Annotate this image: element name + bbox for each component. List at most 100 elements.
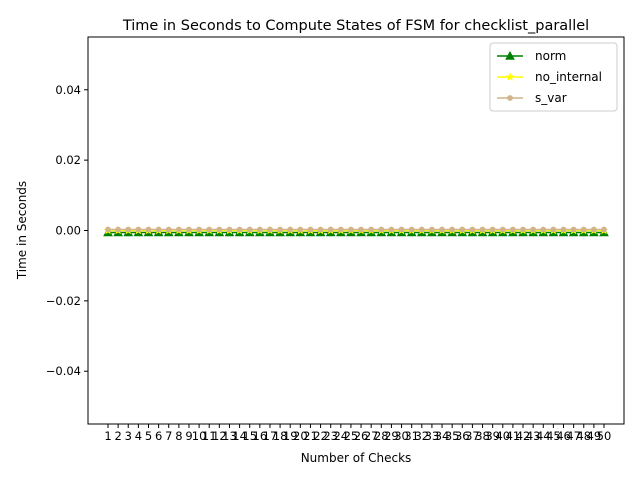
x-tick-label: 19 (283, 429, 298, 443)
x-tick-label: 35 (445, 429, 460, 443)
x-tick-label: 30 (394, 429, 409, 443)
x-tick-label: 8 (175, 429, 182, 443)
x-axis-label: Number of Checks (301, 451, 412, 465)
x-tick-label: 43 (526, 429, 541, 443)
data-point-s_var (499, 226, 506, 233)
data-point-s_var (216, 226, 223, 233)
x-tick-label: 6 (155, 429, 162, 443)
x-tick-label: 10 (192, 429, 207, 443)
data-point-s_var (429, 226, 435, 233)
x-tick-label: 45 (546, 429, 561, 443)
data-point-s_var (155, 226, 162, 233)
data-point-s_var (307, 226, 314, 233)
x-tick-label: 32 (414, 429, 429, 443)
data-point-s_var (601, 226, 607, 233)
data-point-s_var (459, 226, 466, 233)
x-tick-label: 33 (425, 429, 440, 443)
data-point-s_var (267, 226, 273, 233)
x-tick-label: 31 (404, 429, 419, 443)
data-point-s_var (337, 226, 344, 233)
data-point-s_var (206, 226, 213, 233)
x-tick-label: 20 (293, 429, 308, 443)
x-tick-label: 34 (435, 429, 450, 443)
x-tick-label: 50 (597, 429, 612, 443)
x-tick-label: 15 (242, 429, 257, 443)
data-point-s_var (570, 226, 577, 233)
x-tick-label: 41 (506, 429, 521, 443)
x-tick-label: 18 (273, 429, 288, 443)
data-point-s_var (418, 226, 425, 233)
x-tick-label: 17 (263, 429, 278, 443)
x-tick-label: 29 (384, 429, 399, 443)
legend-swatch-marker (505, 72, 515, 81)
x-tick-label: 47 (566, 429, 581, 443)
data-point-s_var (287, 226, 294, 233)
y-axis-label: Time in Seconds (15, 181, 29, 280)
data-point-s_var (297, 226, 304, 233)
x-tick-label: 11 (202, 429, 217, 443)
x-tick-label: 16 (253, 429, 268, 443)
x-tick-label: 25 (344, 429, 359, 443)
data-point-s_var (540, 226, 547, 233)
x-tick-label: 7 (165, 429, 172, 443)
x-tick-label: 14 (232, 429, 247, 443)
data-point-s_var (246, 226, 253, 233)
x-tick-label: 13 (222, 429, 237, 443)
x-tick-label: 21 (303, 429, 318, 443)
legend-swatch-marker (505, 50, 515, 60)
x-tick-label: 22 (313, 429, 328, 443)
data-point-s_var (175, 226, 182, 233)
x-tick-label: 39 (485, 429, 500, 443)
x-tick-label: 3 (125, 429, 132, 443)
x-tick-label: 48 (576, 429, 591, 443)
x-tick-label: 5 (145, 429, 152, 443)
x-tick-label: 4 (135, 429, 142, 443)
x-tick-label: 23 (323, 429, 338, 443)
data-point-s_var (317, 226, 324, 233)
data-point-s_var (449, 226, 456, 233)
legend-item-norm: norm (497, 49, 566, 63)
data-point-s_var (125, 226, 132, 233)
y-axis: −0.04 −0.02 0.00 0.02 0.04 (46, 83, 88, 378)
data-point-s_var (115, 226, 122, 233)
x-tick-label: 44 (536, 429, 551, 443)
legend-box (489, 42, 618, 112)
data-point-s_var (580, 226, 587, 233)
data-point-s_var (348, 226, 354, 233)
data-point-s_var (105, 226, 111, 233)
data-point-s_var (439, 226, 445, 233)
data-point-s_var (509, 226, 516, 233)
x-tick-label: 9 (185, 429, 192, 443)
data-point-s_var (327, 226, 334, 233)
x-tick-label: 1 (104, 429, 111, 443)
data-point-s_var (378, 226, 385, 233)
legend-label: s_var (535, 91, 567, 105)
data-point-s_var (358, 226, 364, 233)
x-tick-label: 2 (114, 429, 121, 443)
x-tick-label: 49 (587, 429, 602, 443)
data-point-s_var (186, 226, 192, 233)
x-tick-label: 42 (516, 429, 531, 443)
data-point-s_var (550, 226, 557, 233)
y-tick-label: 0.00 (55, 224, 81, 238)
x-tick-label: 12 (212, 429, 227, 443)
x-tick-label: 27 (364, 429, 379, 443)
x-tick-label: 40 (495, 429, 510, 443)
legend-item-no_internal: no_internal (497, 70, 602, 84)
data-point-s_var (560, 226, 567, 233)
data-point-s_var (398, 226, 405, 233)
data-point-s_var (388, 226, 395, 233)
legend-label: no_internal (535, 70, 602, 84)
y-tick-label: −0.04 (46, 364, 81, 378)
legend-item-s_var: s_var (497, 91, 567, 105)
chart-title: Time in Seconds to Compute States of FSM… (122, 18, 589, 34)
data-point-s_var (530, 226, 537, 233)
data-point-s_var (236, 226, 243, 233)
y-tick-label: −0.02 (46, 294, 81, 308)
legend-swatch-marker (507, 95, 513, 101)
data-point-s_var (196, 226, 203, 233)
series-s_var (105, 226, 607, 233)
y-tick-label: 0.02 (55, 153, 81, 167)
legend: norm no_internal s_var (489, 42, 618, 112)
